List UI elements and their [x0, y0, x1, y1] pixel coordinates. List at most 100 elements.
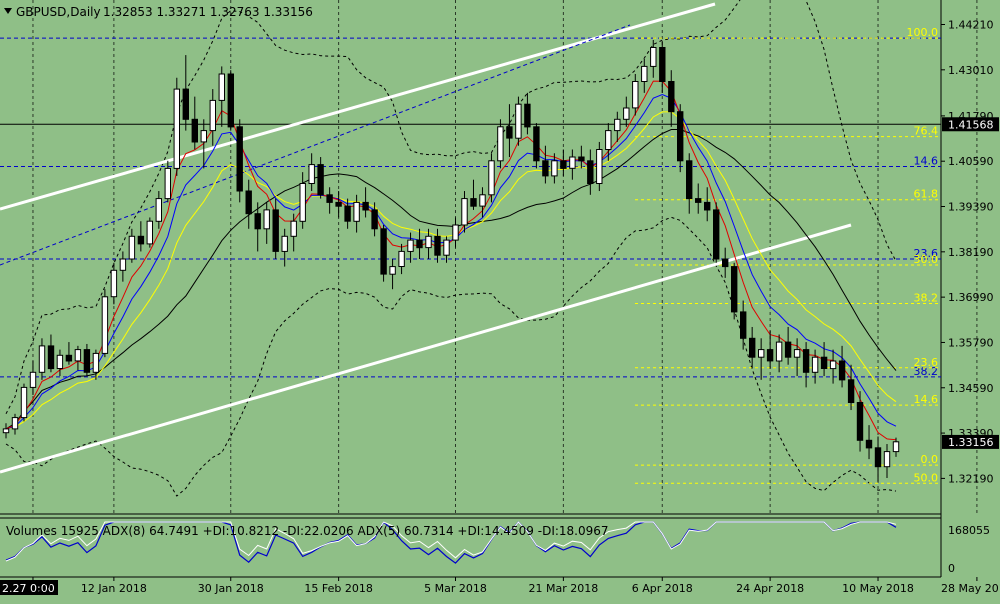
- candle-body: [47, 345, 55, 370]
- candle-body: [308, 164, 315, 185]
- candle-body: [847, 379, 855, 403]
- dropdown-triangle-icon[interactable]: [4, 8, 12, 14]
- candles: [2, 39, 900, 482]
- candle-body: [659, 47, 666, 82]
- symbol-label: GBPUSD,Daily: [16, 5, 101, 19]
- candle-body: [416, 239, 423, 249]
- candle-body: [38, 345, 46, 373]
- candle-body: [281, 235, 288, 252]
- candle-body: [488, 160, 495, 196]
- price-tag-label: 1.33156: [948, 436, 994, 449]
- candle-body: [829, 360, 837, 370]
- candle-body: [632, 81, 639, 109]
- candle-body: [614, 118, 621, 132]
- candle-body: [578, 156, 585, 162]
- time-tick-label: 5 Mar 2018: [424, 582, 487, 595]
- candle-body: [326, 194, 333, 203]
- candle-body: [128, 235, 136, 260]
- bollinger-bands: [5, 0, 897, 497]
- candle-body: [874, 447, 882, 468]
- candle-body: [263, 209, 270, 230]
- candle-body: [596, 149, 603, 184]
- candle-body: [811, 356, 819, 373]
- candle-body: [398, 250, 405, 267]
- candle-body: [146, 220, 154, 245]
- candle-body: [605, 130, 612, 151]
- candle-body: [173, 88, 181, 169]
- adx-white-line: [5, 521, 897, 562]
- price-tag-label: 1.41568: [948, 118, 994, 131]
- candle-body: [749, 337, 756, 358]
- price-tick-label: 1.40590: [948, 155, 994, 168]
- candle-body: [722, 258, 729, 268]
- candle-body: [74, 349, 82, 362]
- candle-body: [380, 228, 387, 275]
- time-tick-label: 2.27 0:00: [2, 582, 55, 595]
- candle-body: [182, 88, 190, 120]
- candle-body: [461, 198, 468, 226]
- fib-level-label: 0.0: [921, 453, 939, 466]
- candle-body: [137, 235, 145, 245]
- candle-body: [434, 235, 441, 256]
- price-tick-label: 1.38190: [948, 246, 994, 259]
- candle-body: [551, 160, 558, 177]
- fib-level-label: 76.4: [914, 125, 939, 138]
- candle-body: [470, 198, 477, 207]
- candle-body: [515, 103, 522, 139]
- candle-body: [677, 111, 684, 162]
- time-cursor-box: [0, 580, 58, 595]
- candle-body: [820, 356, 828, 370]
- candle-body: [479, 194, 486, 207]
- candle-body: [704, 201, 711, 211]
- candle-body: [65, 354, 73, 362]
- time-tick-label: 6 Apr 2018: [632, 582, 693, 595]
- price-tick-label: 1.36990: [948, 291, 994, 304]
- candle-body: [784, 341, 792, 358]
- candle-body: [299, 183, 306, 222]
- candle-body: [695, 198, 702, 203]
- candle-body: [533, 126, 540, 162]
- candle-body: [650, 47, 657, 67]
- fib-level-label: 100.0: [907, 26, 939, 39]
- trendlines: [0, 2, 852, 474]
- ma-yellow-line: [5, 111, 897, 430]
- candle-body: [353, 201, 360, 222]
- price-tick-label: 1.39390: [948, 201, 994, 214]
- volume-tick-label: 168055: [948, 524, 990, 537]
- price-tag-box: [942, 117, 999, 132]
- candle-body: [425, 235, 432, 249]
- candle-body: [407, 239, 414, 252]
- time-tick-label: 28 May 2018: [941, 582, 1000, 595]
- candle-body: [218, 73, 226, 101]
- candle-body: [758, 349, 765, 358]
- moving-averages: [5, 80, 897, 441]
- candle-body: [236, 126, 243, 192]
- ma-blue-line: [5, 93, 897, 430]
- fib-level-label: 61.8: [914, 188, 939, 201]
- time-tick-label: 17: [37, 582, 51, 595]
- candle-body: [731, 266, 738, 313]
- candle-body: [793, 349, 801, 358]
- price-tick-label: 1.34590: [948, 382, 994, 395]
- price-tick-label: 1.32190: [948, 472, 994, 485]
- volume-panel: 168055 0: [5, 521, 990, 575]
- candle-body: [110, 269, 118, 298]
- time-tick-label: 21 Mar 2018: [528, 582, 598, 595]
- candle-body: [191, 118, 199, 143]
- time-tick-label: 24 Apr 2018: [736, 582, 804, 595]
- candle-body: [802, 349, 810, 373]
- fib-level-label: 14.6: [914, 393, 939, 406]
- volume-tick-label: 0: [948, 562, 955, 575]
- candle-body: [542, 160, 549, 177]
- candle-body: [668, 81, 675, 113]
- time-tick-label: 30 Jan 2018: [198, 582, 264, 595]
- candle-body: [524, 103, 531, 128]
- candle-body: [83, 349, 91, 373]
- channel-dashed-line: [0, 24, 631, 266]
- time-tick-label: 10 May 2018: [842, 582, 914, 595]
- candle-body: [389, 266, 396, 275]
- bollinger-upper: [5, 0, 897, 415]
